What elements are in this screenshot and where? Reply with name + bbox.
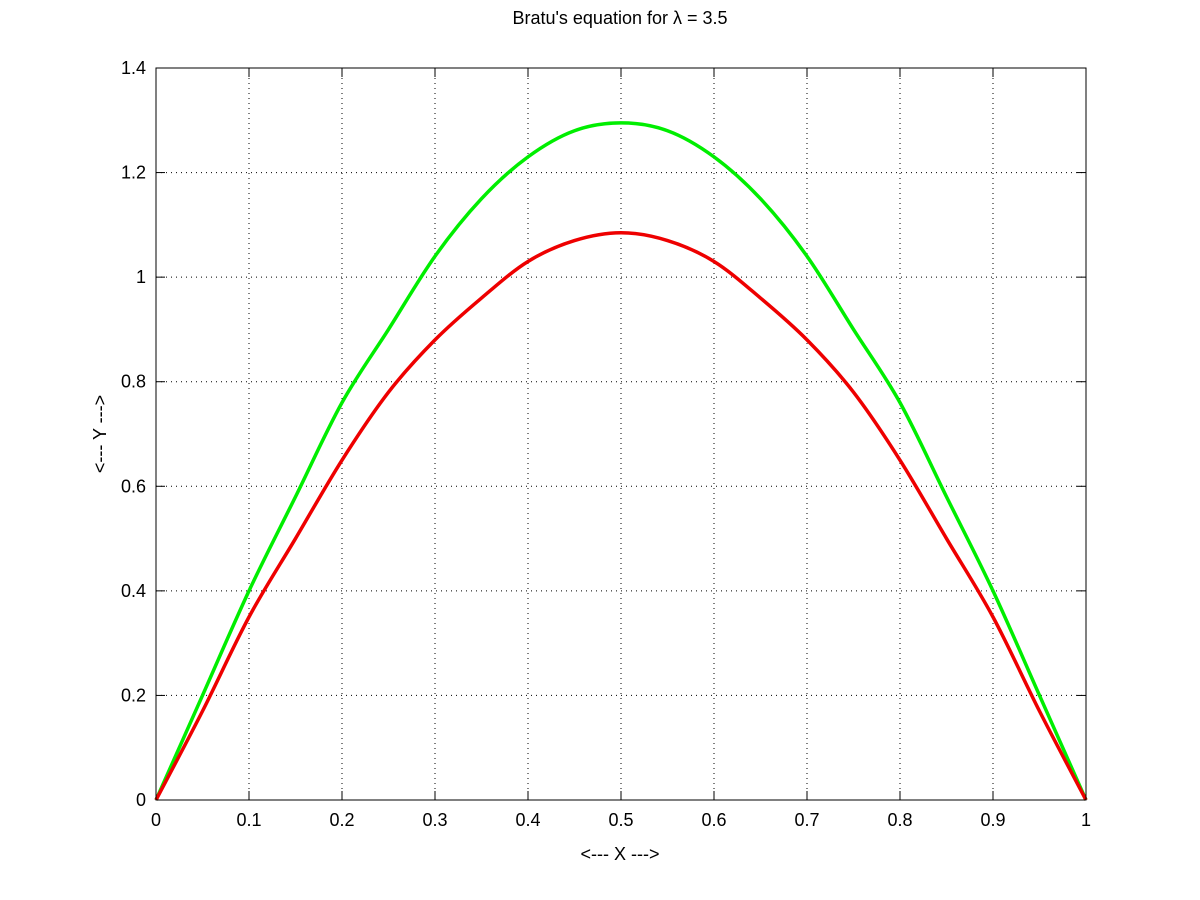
y-tick-label: 0.2 [121,685,146,705]
x-axis-label: <--- X ---> [581,844,660,864]
x-tick-label: 0.8 [887,810,912,830]
x-tick-label: 0.3 [422,810,447,830]
x-tick-label: 0.1 [236,810,261,830]
x-tick-label: 0.5 [608,810,633,830]
x-tick-label: 0.9 [980,810,1005,830]
x-tick-label: 0.6 [701,810,726,830]
y-tick-label: 1.2 [121,163,146,183]
chart-title: Bratu's equation for λ = 3.5 [512,8,727,28]
x-tick-labels: 0 0.1 0.2 0.3 0.4 0.5 0.6 0.7 0.8 0.9 1 [151,810,1091,830]
x-tick-label: 0.2 [329,810,354,830]
y-axis-label: <--- Y ---> [90,395,110,473]
x-tick-label: 0 [151,810,161,830]
x-tick-label: 0.7 [794,810,819,830]
y-tick-label: 0.6 [121,476,146,496]
y-tick-labels: 0 0.2 0.4 0.6 0.8 1 1.2 1.4 [121,58,146,810]
x-tick-label: 1 [1081,810,1091,830]
y-tick-label: 0.8 [121,372,146,392]
series-line-2 [154,230,1088,801]
series-layer [154,121,1088,801]
series-line-1 [154,121,1088,801]
grid-lines [156,68,1086,800]
axis-ticks [155,67,1087,801]
y-tick-label: 1 [136,267,146,287]
y-tick-label: 0 [136,790,146,810]
y-tick-label: 0.4 [121,581,146,601]
x-tick-label: 0.4 [515,810,540,830]
y-tick-label: 1.4 [121,58,146,78]
